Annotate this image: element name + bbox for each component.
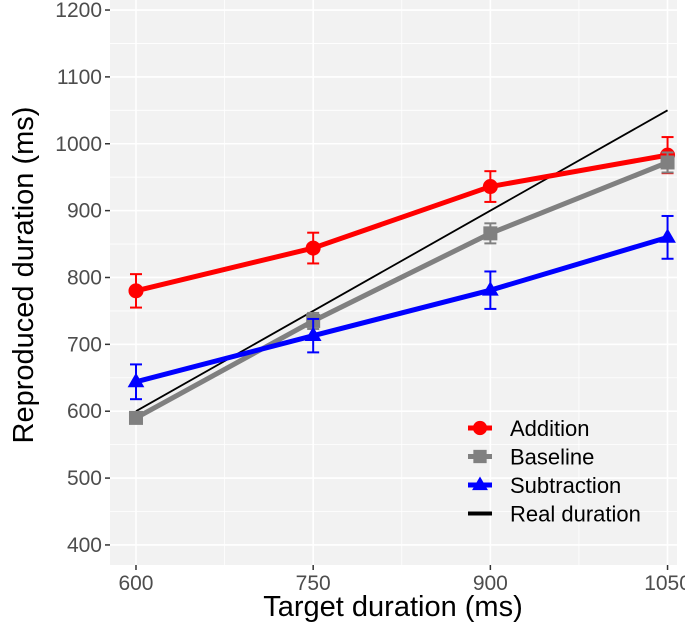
- data-point-baseline: [660, 155, 675, 170]
- legend-entry-baseline: Baseline: [468, 445, 594, 470]
- x-axis-title: Target duration (ms): [263, 591, 523, 623]
- legend-label: Baseline: [510, 445, 594, 470]
- y-tick-label: 1100: [57, 66, 102, 89]
- data-point-addition: [305, 240, 321, 256]
- legend-entry-addition: Addition: [468, 416, 590, 441]
- series-line-addition: [135, 152, 668, 294]
- grid-major: [110, 0, 677, 565]
- legend-label: Subtraction: [510, 473, 621, 498]
- axes: 400 500 600 700 800 900 1000 1100 1200 600 750 900 1…: [55, 0, 685, 595]
- legend-entry-real-duration: Real duration: [468, 502, 641, 527]
- data-point-subtraction: [127, 372, 145, 388]
- data-point-addition: [128, 283, 144, 299]
- legend: Addition Baseline Subtraction Real duration: [468, 416, 641, 527]
- data-point-baseline: [128, 410, 143, 425]
- x-tick-label: 600: [118, 572, 153, 595]
- legend-label: Real duration: [510, 502, 641, 527]
- y-axis-title: Reproduced duration (ms): [8, 107, 40, 444]
- y-tick-label: 1200: [55, 0, 102, 22]
- y-tick-label: 900: [67, 200, 102, 223]
- legend-entry-subtraction: Subtraction: [468, 473, 621, 498]
- data-point-subtraction: [659, 228, 676, 243]
- data-point-addition: [482, 179, 498, 195]
- y-tick-label: 1000: [55, 133, 102, 156]
- data-point-subtraction: [304, 326, 322, 342]
- series-subtraction: [127, 214, 676, 401]
- legend-key-marker: [472, 420, 488, 436]
- data-point-subtraction: [481, 281, 499, 296]
- series-line-baseline: [134, 160, 669, 421]
- legend-label: Addition: [510, 416, 590, 441]
- x-tick-label: 1050: [644, 572, 685, 595]
- legend-key-marker: [472, 476, 488, 491]
- series-line-subtraction: [135, 234, 669, 385]
- data-point-baseline: [483, 226, 498, 241]
- y-tick-label: 400: [67, 534, 102, 557]
- y-tick-label: 700: [67, 333, 102, 356]
- y-tick-label: 600: [67, 400, 102, 423]
- x-tick-label: 750: [296, 572, 331, 595]
- series-layer: [127, 136, 676, 425]
- legend-key-marker: [473, 449, 487, 464]
- y-tick-label: 800: [67, 266, 102, 289]
- y-tick-label: 500: [67, 467, 102, 490]
- x-tick-label: 900: [473, 572, 508, 595]
